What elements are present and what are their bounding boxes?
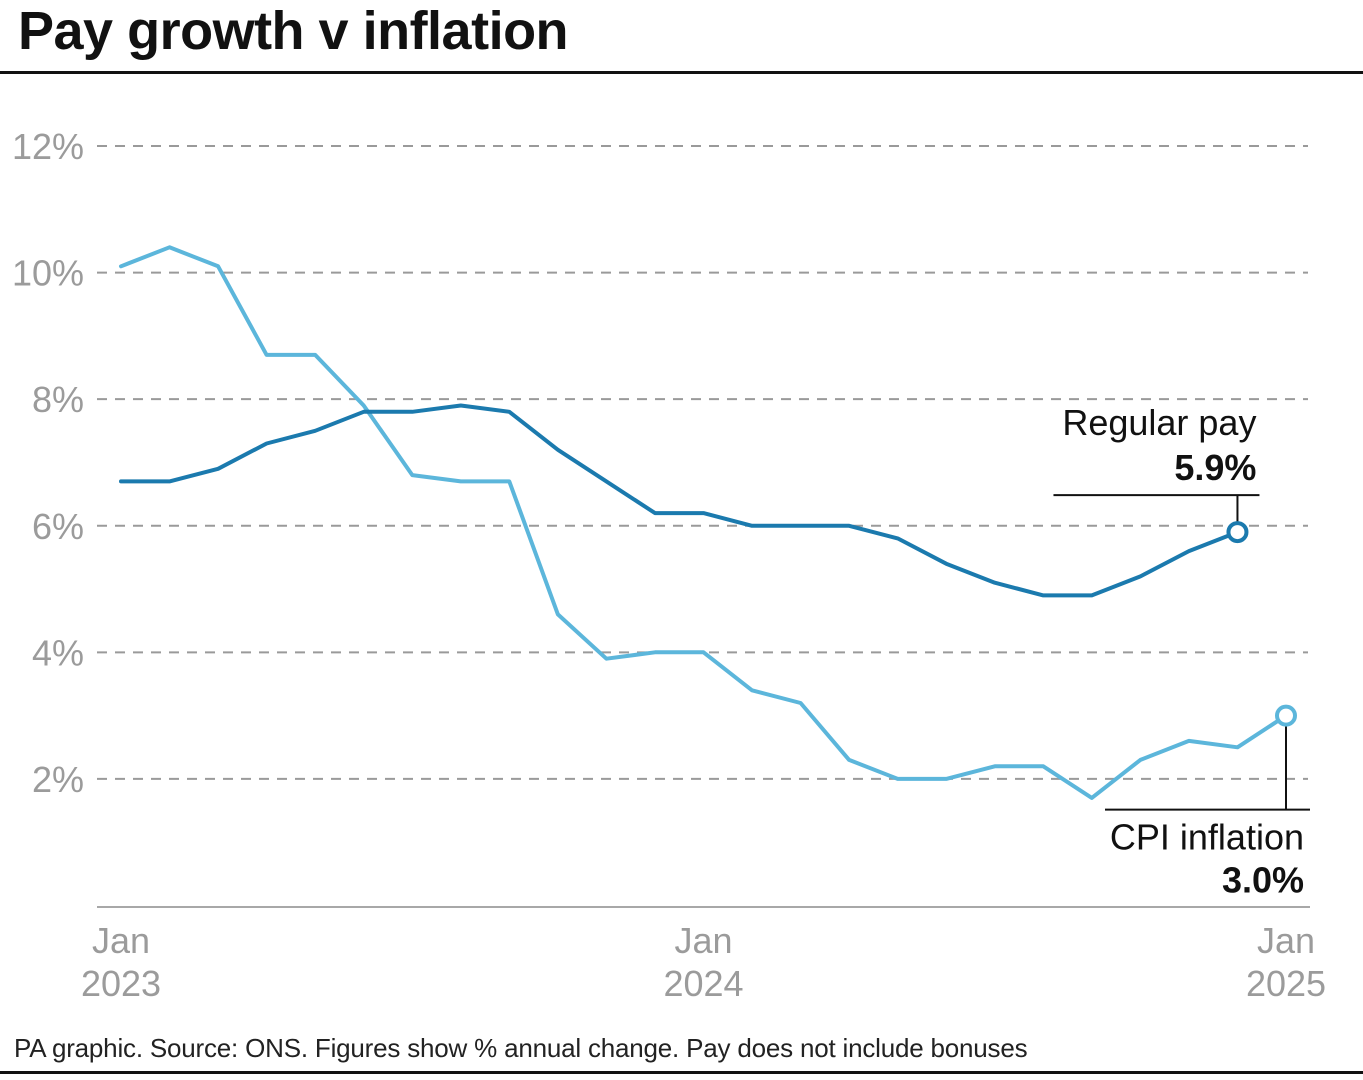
chart-title: Pay growth v inflation [18, 1, 569, 61]
x-tick-label-month: Jan [1257, 920, 1315, 961]
series-cpi-inflation [119, 245, 1288, 800]
x-tick-label-month: Jan [674, 920, 732, 961]
series-lines [119, 245, 1288, 800]
y-tick-label: 12% [12, 126, 84, 167]
x-tick-label-year: 2025 [1246, 963, 1326, 1004]
y-tick-label: 4% [32, 632, 84, 673]
data-label-cpi-inflation: 3.0% [1222, 860, 1304, 901]
y-tick-label: 8% [32, 379, 84, 420]
x-tick-label-year: 2023 [81, 963, 161, 1004]
y-tick-label: 2% [32, 759, 84, 800]
series-line-cpi-inflation [119, 245, 1288, 800]
end-marker-regular-pay [1226, 521, 1249, 544]
x-tick-label-year: 2024 [663, 963, 743, 1004]
data-label-regular-pay: 5.9% [1174, 447, 1256, 488]
y-axis-tick-labels: 2% 4% 6% 8% 10% 12% [12, 126, 84, 800]
title-rule [0, 71, 1363, 74]
series-label-regular-pay: Regular pay [1062, 402, 1256, 443]
series-regular-pay [119, 403, 1240, 598]
gridlines [97, 145, 1310, 908]
source-note: PA graphic. Source: ONS. Figures show % … [14, 1033, 1028, 1063]
series-label-cpi-inflation: CPI inflation [1110, 817, 1304, 858]
y-tick-label: 6% [32, 506, 84, 547]
series-line-regular-pay [119, 403, 1240, 598]
y-tick-label: 10% [12, 253, 84, 294]
end-marker-cpi-inflation [1275, 704, 1297, 727]
footer-rule [0, 1071, 1363, 1074]
x-tick-label-month: Jan [92, 920, 150, 961]
